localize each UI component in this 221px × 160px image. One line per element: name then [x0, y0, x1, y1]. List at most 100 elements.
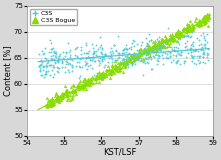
- Point: [54, 55, 57, 58]
- Point: [70, 64, 73, 67]
- Point: [161, 54, 164, 56]
- Point: [171, 40, 175, 42]
- Point: [99, 62, 102, 64]
- Point: [89, 58, 92, 61]
- Point: [56, 95, 59, 97]
- Point: [104, 64, 107, 67]
- Point: [207, 13, 211, 16]
- Point: [156, 44, 160, 47]
- Point: [188, 30, 192, 32]
- Point: [103, 54, 106, 56]
- Point: [93, 78, 97, 81]
- Point: [178, 31, 181, 34]
- Point: [120, 58, 124, 61]
- Point: [85, 52, 88, 54]
- Point: [167, 26, 170, 29]
- Point: [92, 77, 95, 79]
- Point: [131, 53, 135, 56]
- Point: [80, 86, 84, 88]
- Point: [171, 37, 175, 39]
- Point: [40, 61, 44, 63]
- Point: [64, 94, 67, 97]
- Point: [75, 85, 79, 88]
- Point: [124, 48, 127, 50]
- Point: [112, 52, 115, 55]
- Point: [122, 63, 126, 66]
- Point: [176, 41, 179, 43]
- Point: [59, 96, 63, 99]
- Point: [118, 67, 122, 70]
- Point: [159, 37, 162, 40]
- Point: [206, 59, 210, 62]
- Point: [46, 100, 49, 103]
- Point: [122, 48, 126, 51]
- Point: [114, 49, 118, 52]
- Point: [152, 47, 155, 50]
- Point: [86, 56, 90, 58]
- Point: [177, 52, 181, 55]
- Point: [203, 15, 206, 17]
- Point: [193, 49, 196, 52]
- Point: [122, 58, 126, 61]
- Point: [133, 44, 136, 47]
- Point: [156, 53, 159, 56]
- Point: [135, 58, 139, 61]
- Point: [129, 60, 132, 62]
- Point: [71, 89, 75, 91]
- Point: [55, 99, 59, 101]
- Point: [162, 43, 165, 46]
- Point: [89, 79, 92, 82]
- Point: [155, 53, 158, 56]
- Point: [200, 21, 204, 23]
- Point: [89, 78, 92, 81]
- Point: [169, 36, 173, 38]
- Point: [121, 54, 124, 56]
- Point: [156, 44, 159, 47]
- Point: [45, 104, 48, 107]
- Point: [108, 55, 112, 58]
- Point: [77, 64, 81, 67]
- Point: [94, 44, 98, 47]
- Point: [123, 54, 126, 57]
- Point: [56, 100, 59, 102]
- Point: [89, 82, 92, 85]
- Point: [114, 64, 117, 67]
- Point: [68, 63, 71, 65]
- Point: [166, 42, 169, 45]
- Point: [189, 51, 192, 53]
- Point: [130, 41, 133, 44]
- Point: [155, 50, 159, 52]
- Point: [65, 91, 69, 94]
- Point: [126, 66, 130, 69]
- Point: [90, 43, 94, 46]
- Point: [92, 52, 95, 54]
- Point: [46, 61, 50, 64]
- Point: [109, 69, 112, 72]
- Point: [202, 20, 205, 22]
- Point: [91, 66, 94, 69]
- Point: [144, 48, 147, 51]
- Point: [124, 44, 128, 46]
- Point: [54, 95, 57, 98]
- Point: [189, 30, 193, 32]
- Point: [68, 56, 72, 59]
- Point: [101, 76, 104, 79]
- Point: [108, 70, 111, 73]
- Point: [41, 65, 44, 68]
- Point: [124, 66, 127, 68]
- Point: [54, 93, 58, 96]
- Point: [110, 55, 113, 58]
- Point: [108, 73, 112, 75]
- Point: [152, 55, 155, 57]
- Point: [91, 56, 95, 59]
- Point: [108, 51, 111, 54]
- Point: [168, 33, 172, 36]
- Point: [160, 44, 163, 46]
- Point: [86, 65, 90, 67]
- Point: [60, 96, 63, 98]
- Point: [84, 44, 88, 46]
- Point: [73, 91, 76, 94]
- Point: [183, 41, 187, 44]
- Point: [140, 40, 144, 43]
- Point: [184, 56, 187, 59]
